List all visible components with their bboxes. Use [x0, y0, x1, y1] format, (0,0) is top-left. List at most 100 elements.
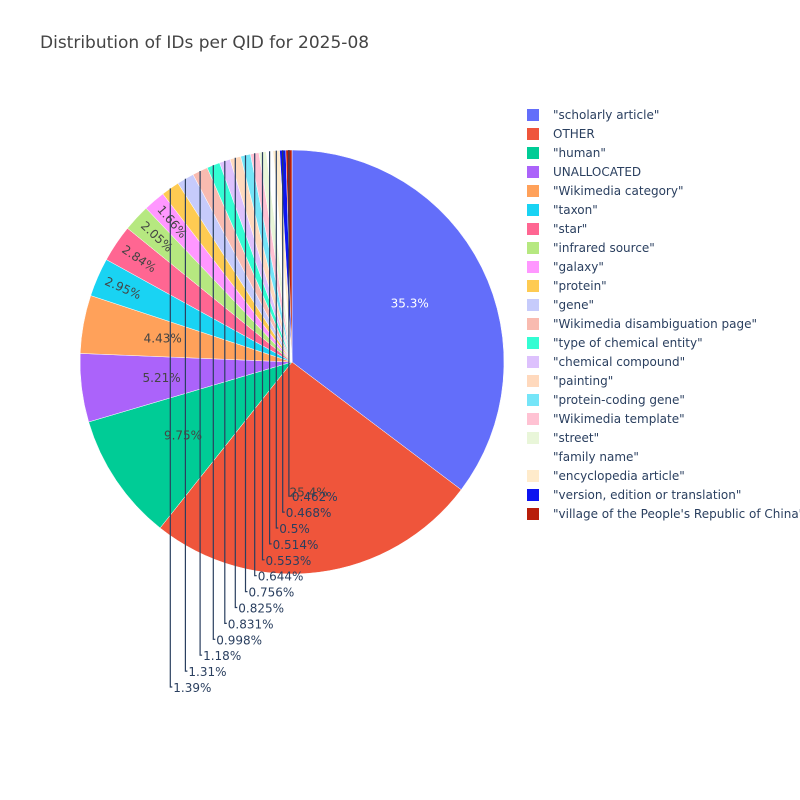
- legend-swatch: [527, 450, 539, 463]
- legend-label: "taxon": [553, 202, 598, 217]
- legend-item-protein[interactable]: "protein": [527, 276, 800, 295]
- slice-label-other: 25.4%: [290, 485, 328, 499]
- slice-label-human: 9.75%: [164, 429, 202, 443]
- legend-label: UNALLOCATED: [553, 164, 642, 179]
- legend-label: "gene": [553, 297, 595, 312]
- legend-item-wikimedia-disambiguation-page[interactable]: "Wikimedia disambiguation page": [527, 314, 800, 333]
- slice-label-family-name: 0.514%: [273, 538, 319, 552]
- legend-swatch: [527, 184, 539, 197]
- slice-label-wikimedia-disambiguation-page: 1.18%: [203, 649, 241, 663]
- leader-line-protein-coding-gene: [244, 155, 248, 593]
- leader-line-village-of-the-people-s-republic-of-china: [288, 150, 291, 497]
- legend-label: "family name": [553, 449, 639, 464]
- legend-swatch: [527, 469, 539, 482]
- legend-item-scholarly-article[interactable]: "scholarly article": [527, 105, 800, 124]
- legend-item-village-of-the-people-s-republic-of-china[interactable]: "village of the People's Republic of Chi…: [527, 504, 800, 523]
- legend-item-wikimedia-category[interactable]: "Wikimedia category": [527, 181, 800, 200]
- legend-label: "infrared source": [553, 240, 655, 255]
- legend-swatch: [527, 317, 539, 330]
- legend-item-street[interactable]: "street": [527, 428, 800, 447]
- legend-item-taxon[interactable]: "taxon": [527, 200, 800, 219]
- legend-item-type-of-chemical-entity[interactable]: "type of chemical entity": [527, 333, 800, 352]
- legend-item-chemical-compound[interactable]: "chemical compound": [527, 352, 800, 371]
- leader-line-street: [261, 152, 265, 561]
- legend-item-human[interactable]: "human": [527, 143, 800, 162]
- legend-item-star[interactable]: "star": [527, 219, 800, 238]
- slice-label-wikimedia-template: 0.644%: [258, 570, 304, 584]
- legend-swatch: [527, 165, 539, 178]
- legend-swatch: [527, 412, 539, 425]
- leader-line-chemical-compound: [224, 160, 227, 625]
- leader-line-protein: [169, 188, 173, 688]
- legend-swatch: [527, 336, 539, 349]
- legend-swatch: [527, 488, 539, 501]
- leader-line-family-name: [269, 151, 272, 545]
- legend-label: "galaxy": [553, 259, 604, 274]
- legend-label: "star": [553, 221, 588, 236]
- legend-item-unallocated[interactable]: UNALLOCATED: [527, 162, 800, 181]
- slice-label-encyclopedia-article: 0.5%: [279, 522, 310, 536]
- legend-label: "protein-coding gene": [553, 392, 685, 407]
- legend-swatch: [527, 260, 539, 273]
- chart-title: Distribution of IDs per QID for 2025-08: [40, 33, 370, 53]
- legend-item-wikimedia-template[interactable]: "Wikimedia template": [527, 409, 800, 428]
- leader-line-type-of-chemical-entity: [212, 165, 216, 640]
- legend-label: "scholarly article": [553, 107, 660, 122]
- legend-label: "Wikimedia disambiguation page": [553, 316, 757, 331]
- legend-item-galaxy[interactable]: "galaxy": [527, 257, 800, 276]
- slice-label-protein-coding-gene: 0.756%: [249, 586, 295, 600]
- legend-item-infrared-source[interactable]: "infrared source": [527, 238, 800, 257]
- legend-item-encyclopedia-article[interactable]: "encyclopedia article": [527, 466, 800, 485]
- legend-label: "painting": [553, 373, 614, 388]
- legend: "scholarly article" OTHER "human" UNALLOCAT…: [527, 105, 800, 523]
- legend-label: "Wikimedia category": [553, 183, 684, 198]
- legend-item-gene[interactable]: "gene": [527, 295, 800, 314]
- leader-line-wikimedia-template: [254, 153, 257, 577]
- legend-swatch: [527, 146, 539, 159]
- legend-swatch: [527, 222, 539, 235]
- legend-swatch: [527, 203, 539, 216]
- slice-label-wikimedia-category: 4.43%: [144, 332, 182, 346]
- legend-label: "version, edition or translation": [553, 487, 742, 502]
- legend-item-other[interactable]: OTHER: [527, 124, 800, 143]
- legend-swatch: [527, 431, 539, 444]
- pie-slice-human[interactable]: [88, 361, 293, 529]
- legend-label: "chemical compound": [553, 354, 686, 369]
- slice-label-scholarly-article: 35.3%: [391, 296, 429, 310]
- slice-label-unallocated: 5.21%: [143, 371, 181, 385]
- pie-slice-scholarly-article[interactable]: [291, 149, 505, 491]
- leader-line-gene: [184, 178, 188, 672]
- leader-line-encyclopedia-article: [275, 150, 279, 529]
- slice-label-chemical-compound: 0.831%: [228, 617, 274, 631]
- legend-item-protein-coding-gene[interactable]: "protein-coding gene": [527, 390, 800, 409]
- slice-label-gene: 1.31%: [188, 665, 226, 679]
- legend-swatch: [527, 108, 539, 121]
- slice-label-village-of-the-people-s-republic-of-china: 0.462%: [292, 490, 338, 504]
- legend-swatch: [527, 355, 539, 368]
- legend-swatch: [527, 507, 539, 520]
- legend-swatch: [527, 393, 539, 406]
- legend-label: "type of chemical entity": [553, 335, 703, 350]
- slice-label-version-edition-or-translation: 0.468%: [286, 506, 332, 520]
- leader-line-wikimedia-disambiguation-page: [199, 171, 203, 656]
- legend-label: "street": [553, 430, 600, 445]
- legend-swatch: [527, 279, 539, 292]
- legend-swatch: [527, 241, 539, 254]
- legend-label: "Wikimedia template": [553, 411, 685, 426]
- slice-label-type-of-chemical-entity: 0.998%: [216, 633, 262, 647]
- legend-label: "human": [553, 145, 606, 160]
- legend-swatch: [527, 298, 539, 311]
- legend-item-family-name[interactable]: "family name": [527, 447, 800, 466]
- slice-label-protein: 1.39%: [173, 681, 211, 695]
- legend-label: "encyclopedia article": [553, 468, 685, 483]
- legend-item-painting[interactable]: "painting": [527, 371, 800, 390]
- leader-line-version-edition-or-translation: [282, 150, 285, 513]
- legend-label: "village of the People's Republic of Chi…: [553, 506, 800, 521]
- slice-label-street: 0.553%: [266, 554, 312, 568]
- slice-label-painting: 0.825%: [238, 602, 284, 616]
- legend-label: OTHER: [553, 126, 595, 141]
- legend-item-version-edition-or-translation[interactable]: "version, edition or translation": [527, 485, 800, 504]
- leader-line-painting: [234, 157, 238, 609]
- legend-swatch: [527, 127, 539, 140]
